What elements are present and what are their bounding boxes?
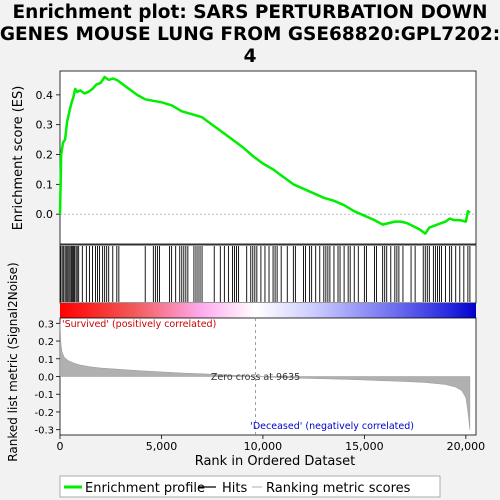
metric-panel: -0.3 -0.2 -0.1 0.0 0.1 0.2 0.3 'Survived' (pos… [6, 262, 477, 462]
es-y-ticks: 0.0 0.1 0.2 0.3 0.4 [36, 89, 476, 221]
es-plot-area [59, 70, 477, 245]
x-tick-label-0: 0 [57, 440, 64, 453]
legend-entry-metric: Ranking metric scores [266, 481, 411, 496]
chart-title-line-2: GENES MOUSE LUNG FROM GSE68820:GPL7202: [0, 24, 500, 45]
negative-correlation-label: 'Deceased' (negatively correlated) [250, 421, 414, 432]
x-axis-ticks: 0 5,000 10,000 15,000 20,000 [57, 435, 486, 453]
es-y-tick-label-0: 0.0 [36, 208, 54, 221]
metric-y-tick-label-1: -0.2 [34, 408, 54, 419]
chart-title-line-1: Enrichment plot: SARS PERTURBATION DOWN [13, 2, 488, 23]
zero-cross-label: Zero cross at 9635 [211, 372, 300, 383]
es-panel: 0.0 0.1 0.2 0.3 0.4 Enrichment score (ES) [11, 70, 477, 245]
legend-entry-enrichment: Enrichment profile [85, 481, 205, 496]
chart-title-line-3: 4 [244, 46, 257, 67]
es-y-tick-label-2: 0.2 [36, 149, 54, 162]
metric-y-tick-label-3: 0.0 [38, 373, 54, 384]
legend-entry-hits: Hits [222, 481, 247, 496]
legend: Enrichment profile Hits Ranking metric s… [59, 475, 441, 498]
ranking-metric-area [59, 323, 471, 430]
x-tick-label-1: 5,000 [146, 440, 178, 453]
metric-y-tick-label-4: 0.1 [38, 355, 54, 366]
rank-color-bar [60, 303, 476, 318]
metric-y-axis-label: Ranked list metric (Signal2Noise) [6, 262, 20, 461]
es-y-axis-label: Enrichment score (ES) [11, 86, 26, 231]
positive-correlation-label: 'Survived' (positively correlated) [62, 319, 216, 330]
x-tick-label-3: 15,000 [345, 440, 384, 453]
metric-y-tick-label-6: 0.3 [38, 319, 54, 330]
hit-marks [60, 246, 471, 302]
x-axis-label: Rank in Ordered Dataset [195, 454, 356, 469]
es-y-tick-label-1: 0.1 [36, 178, 54, 191]
es-profile-line [58, 75, 471, 235]
metric-y-tick-label-2: -0.1 [34, 390, 54, 401]
x-tick-label-2: 10,000 [244, 440, 283, 453]
x-tick-label-4: 20,000 [447, 440, 486, 453]
es-y-tick-label-3: 0.3 [36, 119, 54, 132]
metric-y-tick-label-5: 0.2 [38, 337, 54, 348]
metric-y-ticks: -0.3 -0.2 -0.1 0.0 0.1 0.2 0.3 [34, 319, 60, 437]
es-y-tick-label-4: 0.4 [36, 89, 54, 102]
metric-y-tick-label-0: -0.3 [34, 426, 54, 437]
hits-panel [59, 244, 477, 304]
hits-plot-area [59, 244, 477, 304]
legend-box [59, 475, 441, 498]
